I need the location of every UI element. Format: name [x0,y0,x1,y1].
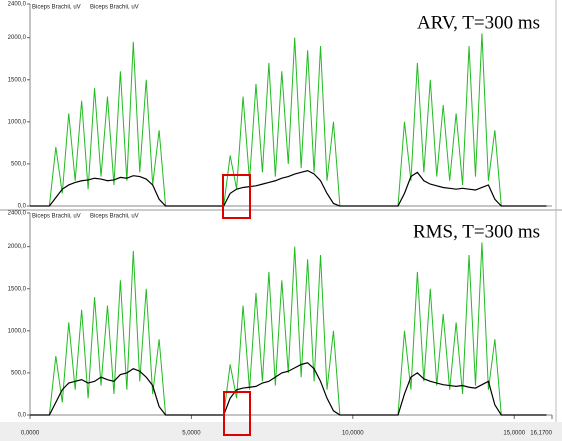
x-tick-label: 0,0000 [21,431,40,437]
axis-band [0,422,562,441]
x-tick-label: 10,0000 [342,431,364,437]
y-tick-label: 500,0 [11,370,27,376]
y-tick-label: 2000,0 [8,244,27,250]
annotation: RMS, T=300 ms [413,221,540,242]
legend-label: Biceps Brachii, uV [32,214,81,220]
x-tick-label: 5,0000 [182,431,201,437]
legend-label: Biceps Brachii, uV [32,5,81,11]
y-tick-label: 2000,0 [8,35,27,41]
x-tick-label: 15,0000 [503,431,525,437]
y-tick-label: 0,0 [18,413,27,419]
series-line [30,33,547,207]
annotation: ARV, T=300 ms [417,12,540,33]
y-tick-label: 0,0 [18,204,27,210]
y-tick-label: 1500,0 [8,286,27,292]
x-tick-label: 16,1700 [530,431,552,437]
y-tick-label: 1000,0 [8,119,27,125]
y-tick-label: 1500,0 [8,77,27,83]
legend-label: Biceps Brachii, uV [90,214,139,220]
series-line [30,170,547,207]
y-tick-label: 500,0 [11,161,27,167]
series-line [30,362,547,416]
y-tick-label: 1000,0 [8,328,27,334]
y-tick-label: 2400,0 [8,211,27,217]
legend-label: Biceps Brachii, uV [90,5,139,11]
highlight-box [222,174,251,219]
highlight-box [223,391,251,436]
series-line [30,242,547,416]
y-tick-label: 2400,0 [8,2,27,8]
